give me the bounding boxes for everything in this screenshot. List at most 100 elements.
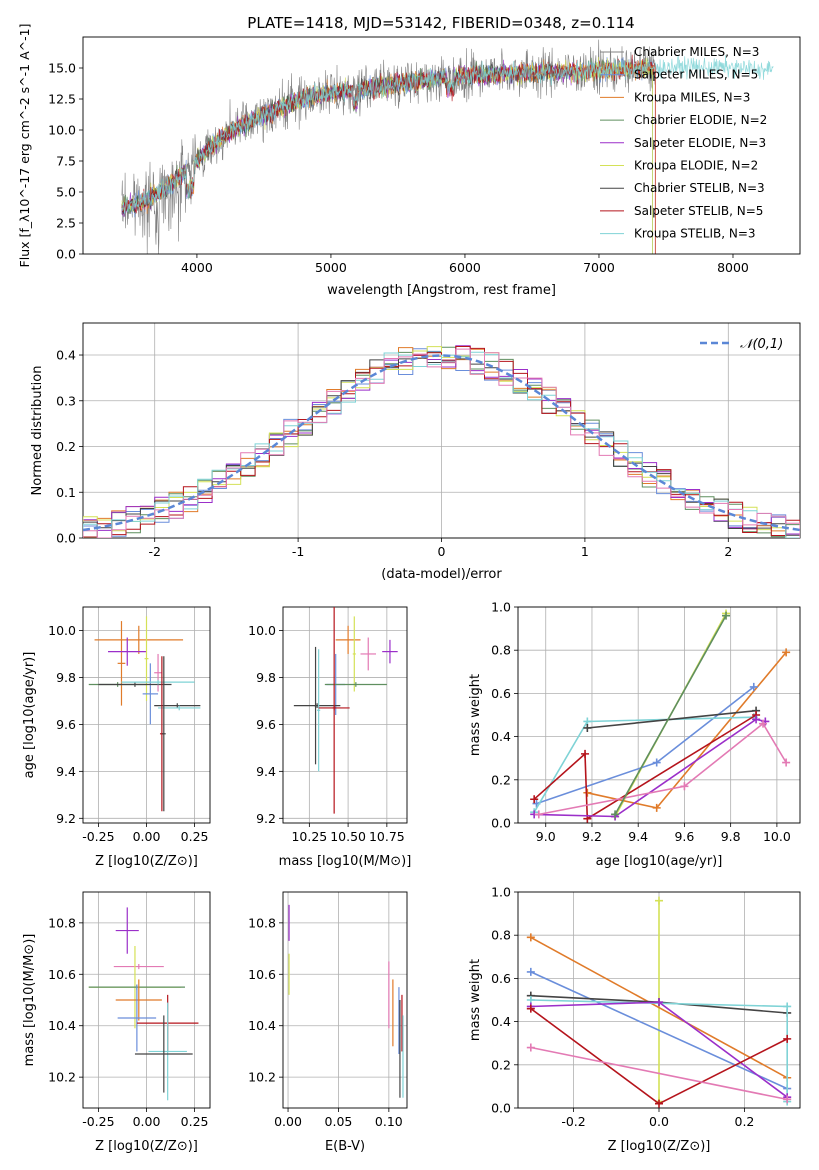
- error-bar-point: [293, 703, 341, 708]
- y-tick-label: 0.6: [491, 686, 511, 701]
- spectrum-panel: 4000 5000 6000 7000 8000 0.0 2.5 5.0 7.5 10.0 12.5…: [17, 24, 801, 298]
- histogram-step: [83, 346, 800, 538]
- x-axis-label: Z [log10(Z/Z⊙)]: [95, 854, 198, 869]
- error-bar-point: [154, 703, 201, 708]
- x-tick-label: 0.25: [181, 1114, 209, 1129]
- x-axis-label: mass [log10(M/M⊙)]: [279, 854, 412, 869]
- y-tick-label: 10.0: [48, 123, 76, 138]
- x-tick-label: 10.0: [763, 829, 791, 844]
- y-tick-label: 0.0: [56, 531, 76, 546]
- y-axis-label: mass [log10(M/M⊙)]: [22, 934, 37, 1067]
- x-axis-label: E(B-V): [325, 1139, 365, 1154]
- series-line: [530, 936, 788, 1079]
- legend-label: 𝒩(0,1): [740, 337, 783, 352]
- data-point-marker: [783, 1034, 792, 1043]
- series-line: [533, 714, 757, 821]
- x-tick-label: 0: [438, 544, 446, 559]
- legend-label: Salpeter ELODIE, N=3: [634, 136, 766, 150]
- series-line: [530, 1046, 788, 1101]
- plot-frame: [282, 891, 408, 1109]
- y-tick-label: 0.4: [56, 348, 76, 363]
- weight-vs-metallicity-panel: -0.2 0.0 0.2 0.0 0.2 0.4 0.6 0.8 1.0 Z [log10(Z/Z…: [468, 885, 801, 1154]
- y-tick-label: 9.8: [256, 670, 276, 685]
- y-tick-label: 0.2: [56, 439, 76, 454]
- error-bar-point: [360, 637, 376, 671]
- error-bar-point: [142, 663, 159, 725]
- error-bar-point: [121, 679, 195, 685]
- x-tick-label: 0.00: [274, 1114, 302, 1129]
- x-tick-label: 4000: [181, 260, 213, 275]
- y-axis-label: Flux [f_λ10^-17 erg cm^-2 s^-1 A^-1]: [17, 24, 32, 268]
- weight-lines: [530, 609, 791, 823]
- series-line: [536, 686, 755, 805]
- x-axis-label: wavelength [Angstrom, rest frame]: [327, 283, 556, 298]
- x-tick-label: 5000: [315, 260, 347, 275]
- series-line: [530, 971, 788, 1090]
- error-bar-point: [108, 637, 147, 666]
- error-bar-point: [115, 979, 162, 1021]
- data-point-marker: [722, 611, 731, 620]
- histograms: [83, 345, 800, 538]
- error-bar-point: [317, 649, 321, 772]
- y-tick-label: 0.0: [56, 247, 76, 262]
- data-point-marker: [581, 749, 590, 758]
- error-bar-point: [332, 607, 336, 814]
- y-tick-label: 0.3: [56, 393, 76, 408]
- y-tick-label: 10.0: [248, 623, 276, 638]
- y-tick-label: 10.2: [248, 1070, 276, 1085]
- y-tick-label: 0.2: [491, 772, 511, 787]
- y-tick-label: 10.8: [48, 915, 76, 930]
- y-tick-label: 10.6: [48, 967, 76, 982]
- x-tick-label: 9.6: [674, 829, 694, 844]
- error-bar-point: [161, 656, 166, 812]
- error-bar-point: [117, 984, 157, 1052]
- plot-frame: [82, 891, 211, 1109]
- y-tick-label: 5.0: [56, 185, 76, 200]
- error-bar-point: [382, 639, 398, 664]
- x-tick-label: 0.00: [133, 829, 161, 844]
- y-tick-label: 0.8: [491, 928, 511, 943]
- x-tick-label: 9.2: [582, 829, 602, 844]
- data-point-marker: [534, 810, 543, 819]
- y-tick-label: 0.4: [491, 729, 511, 744]
- y-tick-label: 0.8: [491, 643, 511, 658]
- plot-frame: [517, 606, 801, 824]
- error-bar-point: [148, 1002, 187, 1101]
- x-tick-label: -0.25: [82, 1114, 114, 1129]
- legend-label: Chabrier MILES, N=3: [634, 45, 759, 59]
- x-tick-label: 6000: [449, 260, 481, 275]
- legend-label: Salpeter STELIB, N=5: [634, 204, 763, 218]
- y-tick-label: 0.1: [56, 485, 76, 500]
- data-point-marker: [759, 719, 768, 728]
- series-line: [587, 709, 757, 729]
- y-tick-label: 10.0: [48, 623, 76, 638]
- series-line: [614, 615, 727, 815]
- legend-label: Kroupa STELIB, N=3: [634, 227, 756, 241]
- y-axis-label: mass weight: [468, 959, 483, 1041]
- y-tick-label: 0.2: [491, 1057, 511, 1072]
- y-tick-label: 0.6: [491, 971, 511, 986]
- y-tick-label: 9.4: [56, 764, 76, 779]
- y-tick-label: 10.4: [48, 1018, 76, 1033]
- y-tick-label: 15.0: [48, 61, 76, 76]
- error-bar-point: [115, 907, 139, 954]
- x-axis-label: (data-model)/error: [381, 567, 502, 582]
- error-bar-point: [113, 964, 164, 970]
- y-tick-label: 10.6: [248, 967, 276, 982]
- x-tick-label: 9.4: [628, 829, 648, 844]
- y-tick-label: 1.0: [491, 885, 511, 900]
- data-point-marker: [783, 1002, 792, 1011]
- data-point-marker: [526, 933, 535, 942]
- data-point-marker: [782, 648, 791, 657]
- x-tick-label: 0.25: [181, 829, 209, 844]
- x-tick-label: 2: [724, 544, 732, 559]
- y-tick-label: 9.6: [256, 717, 276, 732]
- plot-frame: [282, 606, 408, 824]
- error-bars: [88, 907, 199, 1101]
- x-tick-label: -0.25: [82, 829, 114, 844]
- x-tick-label: -0.2: [561, 1114, 585, 1129]
- data-point-marker: [526, 967, 535, 976]
- y-tick-label: 10.2: [48, 1070, 76, 1085]
- legend-label: Chabrier STELIB, N=3: [634, 181, 765, 195]
